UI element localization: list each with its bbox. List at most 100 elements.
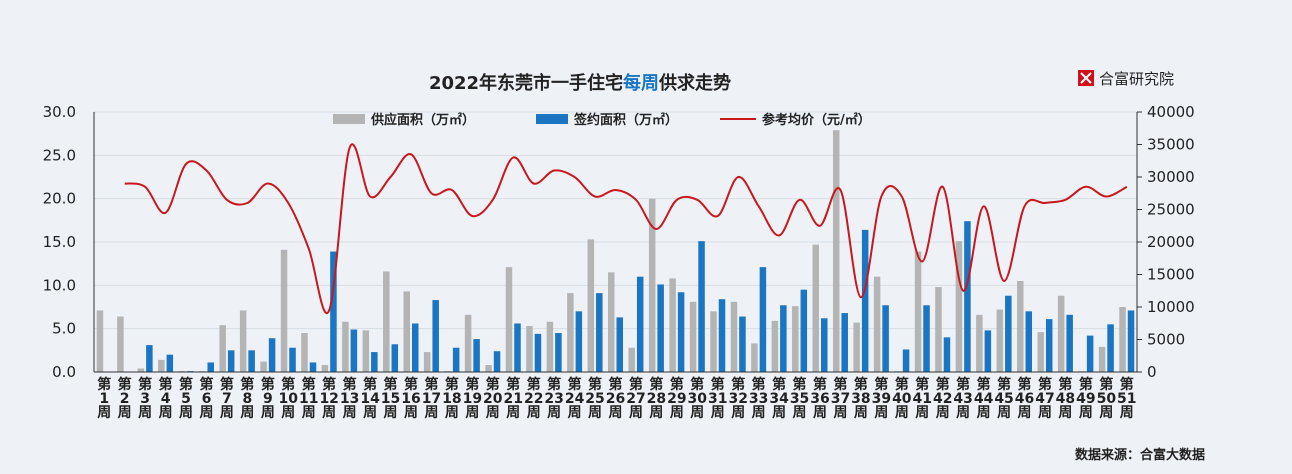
x-tick-part: 周 [629,405,643,421]
supply-bar [1119,307,1126,372]
signed-bar [1107,324,1114,372]
x-tick-part: 38 [851,391,870,407]
x-tick-part: 第 [895,376,909,393]
y-right-tick: 10000 [1147,298,1195,316]
legend-label: 供应面积（万㎡） [370,112,475,128]
x-tick-label: 第 37 周 [831,376,850,421]
supply-bar [792,306,799,372]
signed-bar [452,347,460,372]
signed-bar [882,305,889,372]
x-tick-part: 周 [465,405,479,421]
x-tick-part: 周 [138,405,152,421]
signed-bar [309,362,317,372]
x-tick-part: 22 [524,391,543,407]
x-tick-part: 40 [892,391,912,407]
signed-bar [821,318,828,372]
x-tick-part: 第 [956,376,970,393]
x-tick-part: 周 [240,405,254,421]
x-tick-part: 第 [179,376,193,393]
x-tick-part: 第 [568,376,582,393]
x-tick-part: 第 [609,376,623,393]
x-tick-part: 第 [997,376,1011,393]
x-tick-part: 44 [974,391,994,407]
y-right-tick: 0 [1147,363,1157,381]
x-tick-part: 第 [159,376,173,393]
supply-bar [137,368,145,372]
signed-bar [677,292,685,372]
signed-bar [800,289,808,372]
x-tick-label: 第 15 周 [381,376,400,421]
x-tick-label: 第 34 周 [769,376,789,421]
x-tick-part: 第 [506,376,520,393]
x-tick-part: 17 [422,391,441,407]
supply-bar [239,310,247,372]
y-left-tick: 30.0 [43,103,76,121]
x-tick-part: 7 [222,391,232,407]
legend-swatch [536,114,568,124]
y-left-tick: 10.0 [43,276,76,294]
x-tick-part: 第 [97,376,111,393]
supply-bar [955,241,963,372]
x-tick-part: 周 [118,405,132,421]
supply-bar [689,301,697,372]
x-tick-part: 周 [1120,405,1134,421]
x-tick-part: 第 [629,376,643,393]
x-tick-part: 第 [731,376,745,393]
y-left-tick: 15.0 [43,233,76,251]
x-tick-part: 第 [384,376,398,393]
x-tick-part: 周 [199,405,213,421]
signed-bar [289,347,296,372]
x-tick-label: 第 33 周 [749,376,768,421]
signed-bar [1045,319,1053,372]
x-tick-part: 周 [670,405,684,421]
x-tick-part: 47 [1035,391,1054,407]
x-tick-part: 周 [302,405,316,421]
signed-bar [493,351,501,372]
chart-title-part: 供求走势 [658,72,731,94]
signed-bar [759,267,767,372]
supply-bar [485,365,492,372]
gridlines [94,111,1137,330]
x-tick-part: 第 [322,376,336,393]
x-tick-part: 周 [731,405,745,421]
x-tick-label: 第 18 周 [442,376,461,421]
x-tick-part: 周 [649,405,663,421]
x-tick-label: 第 29 周 [667,376,686,421]
data-source: 数据来源：合富大数据 [1075,447,1205,463]
x-tick-part: 2 [120,391,130,407]
supply-bar [423,352,431,372]
signed-bar [391,344,399,372]
x-tick-part: 周 [547,405,561,421]
x-tick-part: 第 [138,376,152,393]
x-tick-part: 32 [728,391,747,407]
signed-bar [146,345,153,372]
x-tick-label: 第 50 周 [1097,376,1117,421]
supply-bar [260,361,267,372]
x-tick-label: 第 45 周 [994,376,1013,421]
x-tick-part: 第 [302,376,316,393]
x-tick-part: 周 [159,405,173,421]
signed-bar [739,316,746,372]
x-tick-label: 第 30 周 [688,376,708,421]
x-tick-label: 第 12 周 [319,376,338,421]
x-tick-label: 第 24 周 [565,376,585,421]
signed-bar [1127,310,1135,372]
x-tick-part: 37 [831,391,850,407]
x-tick-part: 27 [626,391,645,407]
x-tick-part: 10 [279,391,299,407]
x-tick-part: 26 [606,391,625,407]
x-tick-part: 周 [1099,405,1113,421]
chart-title-part: 2022年东莞市一手住宅 [429,72,623,94]
x-tick-part: 第 [199,376,213,393]
x-tick-part: 周 [424,405,438,421]
legend-swatch [333,114,365,124]
x-tick-part: 周 [772,405,786,421]
signed-bar [350,329,358,372]
signed-bar [1025,311,1033,372]
signed-bar [698,241,705,372]
x-tick-part: 20 [483,391,503,407]
